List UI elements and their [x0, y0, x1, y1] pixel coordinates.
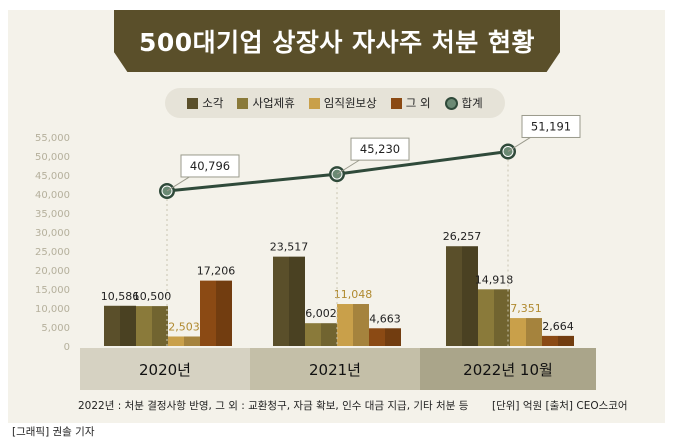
chart-title: 500대기업 상장사 자사주 처분 현황	[138, 28, 535, 57]
bar-value-label: 23,517	[270, 241, 309, 254]
bar-1-2	[478, 289, 510, 346]
bar-2-1	[337, 304, 369, 346]
total-callout-leader	[507, 136, 533, 152]
bar-3-1	[369, 328, 401, 346]
bar-value-label: 7,351	[510, 302, 542, 315]
total-callout-box	[350, 137, 410, 161]
bar-face-right	[184, 336, 200, 346]
y-tick-label: 35,000	[35, 209, 70, 220]
graphic-credit: [그래픽] 권솔 기자	[12, 426, 95, 438]
bar-0-2	[446, 246, 478, 346]
y-tick-label: 15,000	[35, 285, 70, 296]
bar-face-left	[168, 336, 184, 346]
legend-label: 그 외	[405, 96, 431, 110]
year-band-2022-oct: 2022년 10월	[420, 348, 596, 390]
bar-face-left	[200, 280, 216, 346]
legend-item-other: 그 외	[390, 95, 431, 111]
legend-label: 합계	[461, 96, 483, 110]
legend-item-disposal: 소각	[187, 95, 223, 111]
bar-value-label: 10,500	[133, 290, 172, 303]
bar-face-left	[542, 335, 558, 346]
bar-value-label: 11,048	[334, 288, 373, 301]
x-tick-label: 2022년 10월	[463, 360, 553, 379]
source-note: [단위] 억원 [출처] CEO스코어	[492, 400, 628, 412]
bar-0-0	[104, 305, 136, 346]
y-tick-label: 0	[64, 342, 70, 353]
y-tick-label: 50,000	[35, 152, 70, 163]
bar-value-label: 4,663	[369, 312, 401, 325]
total-value-label: 45,230	[360, 142, 400, 156]
bar-1-1	[305, 323, 337, 346]
year-band-2021: 2021년	[250, 348, 420, 390]
bar-face-left	[369, 328, 385, 346]
bar-face-left	[136, 306, 152, 346]
total-value-label: 51,191	[531, 119, 571, 133]
y-tick-label: 10,000	[35, 304, 70, 315]
bar-face-left	[478, 289, 494, 346]
legend-swatch	[308, 97, 320, 109]
year-band-2020: 2020년	[80, 348, 250, 390]
total-callout-box	[521, 114, 581, 138]
legend-item-compensation: 임직원보상	[308, 95, 377, 111]
y-tick-label: 30,000	[35, 228, 70, 239]
bar-face-right	[321, 323, 337, 346]
bar-value-label: 14,918	[475, 273, 514, 286]
total-value-label: 40,796	[190, 159, 230, 173]
bar-2-0	[168, 336, 200, 346]
bar-face-left	[510, 318, 526, 346]
bar-face-right	[289, 256, 305, 346]
bar-face-left	[337, 304, 353, 346]
bar-face-right	[526, 318, 542, 346]
total-callout-leader	[166, 175, 192, 192]
bar-value-label: 2,664	[542, 320, 574, 333]
total-callout-leader	[336, 158, 362, 175]
bar-face-right	[385, 328, 401, 346]
bar-2-2	[510, 318, 542, 346]
bar-face-right	[462, 246, 478, 346]
legend: 소각 사업제휴 임직원보상 그 외 합계	[165, 88, 505, 118]
bar-value-label: 2,503	[168, 320, 200, 333]
legend-label: 소각	[202, 96, 224, 110]
y-tick-label: 5,000	[41, 323, 70, 334]
bar-face-left	[273, 256, 289, 346]
bar-face-left	[305, 323, 321, 346]
legend-item-partnership: 사업제휴	[237, 95, 295, 111]
bar-face-right	[558, 335, 574, 346]
bar-face-right	[494, 289, 510, 346]
bar-value-label: 6,002	[305, 307, 337, 320]
bar-value-label: 26,257	[443, 230, 482, 243]
legend-dot-icon	[444, 96, 458, 110]
bar-face-right	[216, 280, 232, 346]
x-tick-label: 2020년	[139, 360, 191, 379]
bar-value-label: 10,586	[101, 290, 140, 303]
y-tick-label: 25,000	[35, 247, 70, 258]
total-callout-box	[180, 154, 240, 178]
y-tick-label: 45,000	[35, 171, 70, 182]
legend-swatch	[237, 97, 249, 109]
title-banner: 500대기업 상장사 자사주 처분 현황	[114, 10, 560, 72]
bar-face-right	[120, 305, 136, 346]
bar-value-label: 17,206	[197, 265, 236, 278]
y-tick-label: 55,000	[35, 133, 70, 144]
bar-face-left	[104, 305, 120, 346]
y-tick-label: 40,000	[35, 190, 70, 201]
legend-label: 임직원보상	[323, 96, 377, 110]
legend-label: 사업제휴	[252, 96, 295, 110]
y-tick-label: 20,000	[35, 266, 70, 277]
bar-1-0	[136, 306, 168, 346]
bar-face-right	[152, 306, 168, 346]
legend-swatch	[187, 97, 199, 109]
bar-face-right	[353, 304, 369, 346]
legend-swatch	[390, 97, 402, 109]
bar-3-0	[200, 280, 232, 346]
bar-face-left	[446, 246, 462, 346]
legend-item-total: 합계	[444, 95, 483, 111]
bar-0-1	[273, 256, 305, 346]
bar-3-2	[542, 335, 574, 346]
x-tick-label: 2021년	[309, 360, 361, 379]
footnote: 2022년 : 처분 결정사항 반영, 그 외 : 교환청구, 자금 확보, 인…	[78, 400, 469, 412]
